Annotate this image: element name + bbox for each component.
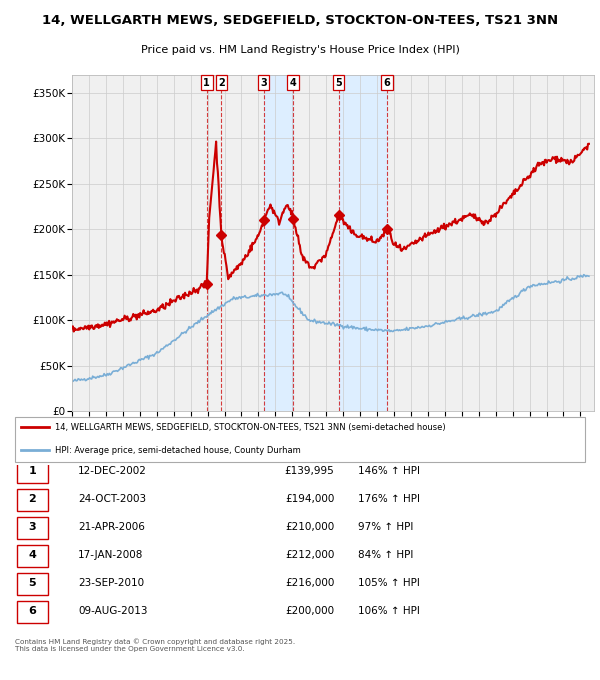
Bar (338, 75, 387, 411)
Text: 3: 3 (260, 78, 267, 88)
Text: 84% ↑ HPI: 84% ↑ HPI (358, 549, 413, 560)
Text: 6: 6 (29, 606, 37, 615)
Text: £194,000: £194,000 (285, 494, 335, 504)
Text: HPI: Average price, semi-detached house, County Durham: HPI: Average price, semi-detached house,… (55, 445, 301, 454)
FancyBboxPatch shape (17, 545, 48, 567)
Text: 17-JAN-2008: 17-JAN-2008 (78, 549, 143, 560)
Text: 106% ↑ HPI: 106% ↑ HPI (358, 606, 419, 615)
Text: Contains HM Land Registry data © Crown copyright and database right 2025.
This d: Contains HM Land Registry data © Crown c… (15, 639, 295, 652)
Text: 5: 5 (335, 78, 342, 88)
FancyBboxPatch shape (17, 601, 48, 623)
Text: 4: 4 (29, 549, 37, 560)
Text: 2: 2 (218, 78, 225, 88)
Text: 5: 5 (29, 578, 36, 588)
Bar (263, 75, 293, 411)
Text: £139,995: £139,995 (285, 466, 335, 476)
Text: 14, WELLGARTH MEWS, SEDGEFIELD, STOCKTON-ON-TEES, TS21 3NN (semi-detached house): 14, WELLGARTH MEWS, SEDGEFIELD, STOCKTON… (55, 422, 446, 432)
Text: £212,000: £212,000 (285, 549, 335, 560)
Text: 1: 1 (203, 78, 210, 88)
FancyBboxPatch shape (17, 573, 48, 595)
Text: 146% ↑ HPI: 146% ↑ HPI (358, 466, 419, 476)
FancyBboxPatch shape (17, 461, 48, 483)
FancyBboxPatch shape (17, 490, 48, 511)
Text: 12-DEC-2002: 12-DEC-2002 (78, 466, 147, 476)
Text: 97% ↑ HPI: 97% ↑ HPI (358, 522, 413, 532)
Text: 1: 1 (29, 466, 37, 476)
Text: 24-OCT-2003: 24-OCT-2003 (78, 494, 146, 504)
Text: 2: 2 (29, 494, 37, 504)
Text: £200,000: £200,000 (286, 606, 335, 615)
Text: 14, WELLGARTH MEWS, SEDGEFIELD, STOCKTON-ON-TEES, TS21 3NN: 14, WELLGARTH MEWS, SEDGEFIELD, STOCKTON… (42, 14, 558, 27)
Text: Price paid vs. HM Land Registry's House Price Index (HPI): Price paid vs. HM Land Registry's House … (140, 45, 460, 55)
Text: 21-APR-2006: 21-APR-2006 (78, 522, 145, 532)
Text: 09-AUG-2013: 09-AUG-2013 (78, 606, 148, 615)
Text: 176% ↑ HPI: 176% ↑ HPI (358, 494, 419, 504)
Text: 3: 3 (29, 522, 36, 532)
Text: 105% ↑ HPI: 105% ↑ HPI (358, 578, 419, 588)
FancyBboxPatch shape (17, 517, 48, 539)
Text: 6: 6 (384, 78, 391, 88)
Text: 4: 4 (290, 78, 296, 88)
Text: £216,000: £216,000 (285, 578, 335, 588)
FancyBboxPatch shape (15, 417, 585, 462)
Text: 23-SEP-2010: 23-SEP-2010 (78, 578, 145, 588)
Text: £210,000: £210,000 (286, 522, 335, 532)
